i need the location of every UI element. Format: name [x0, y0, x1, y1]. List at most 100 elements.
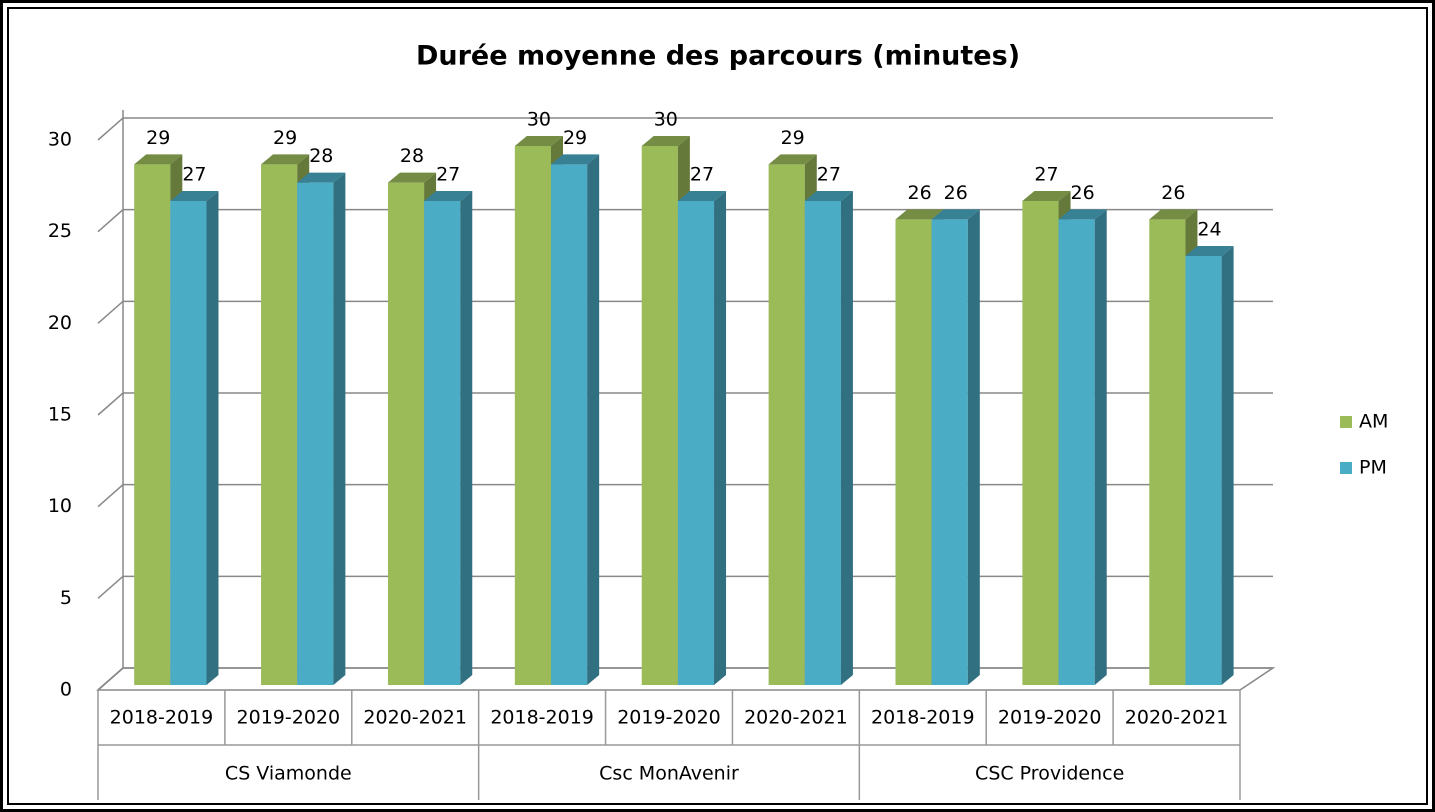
bar-side — [206, 191, 219, 685]
bar-front — [387, 182, 425, 685]
y-tick-label: 5 — [60, 587, 72, 609]
grid-line — [97, 575, 1273, 599]
group-label: CSC Providence — [975, 763, 1124, 785]
bar — [931, 209, 980, 686]
data-label: 24 — [1197, 219, 1221, 241]
bar-front — [1058, 219, 1095, 686]
bar — [804, 191, 853, 685]
grid-line — [97, 667, 1273, 691]
y-tick-label: 0 — [60, 679, 72, 701]
data-label: 29 — [563, 127, 587, 149]
bar-top — [134, 154, 183, 165]
data-label: 29 — [781, 127, 805, 149]
data-label: 28 — [400, 145, 424, 167]
bar — [424, 191, 473, 685]
x-tick-label: 2019-2020 — [617, 707, 721, 729]
bar-front — [1149, 219, 1186, 686]
bar-front — [931, 219, 968, 686]
bar-front — [641, 146, 678, 685]
x-tick-label: 2019-2020 — [998, 707, 1102, 729]
bar-side — [714, 191, 727, 685]
bar-top — [804, 191, 853, 201]
x-tick-label: 2018-2019 — [110, 707, 214, 729]
y-tick-label: 10 — [48, 495, 72, 517]
bar-side — [460, 191, 473, 685]
bar-side — [1221, 246, 1234, 685]
data-label: 29 — [146, 127, 170, 149]
bar-front — [170, 201, 207, 685]
data-label: 29 — [273, 127, 297, 149]
bar-top — [895, 209, 944, 220]
bar-front — [1022, 201, 1059, 685]
bar-side — [333, 172, 346, 685]
bar-top — [514, 136, 563, 146]
legend-label: PM — [1359, 457, 1387, 479]
bar-front — [514, 146, 551, 685]
chart-title: Durée moyenne des parcours (minutes) — [416, 41, 1020, 72]
bar-top — [424, 191, 473, 201]
bar-side — [587, 154, 600, 686]
bar-front — [297, 182, 334, 685]
data-label: 26 — [1071, 182, 1095, 204]
grid-line — [97, 117, 1273, 141]
data-label: 30 — [654, 109, 678, 131]
data-label: 28 — [309, 145, 333, 167]
bar-top — [261, 154, 310, 165]
side-wall — [97, 110, 124, 691]
bar-front — [1185, 256, 1222, 685]
data-label: 26 — [907, 182, 931, 204]
bar — [1058, 209, 1107, 686]
bar-top — [677, 191, 727, 201]
bar-top — [297, 172, 346, 183]
bar-front — [261, 164, 298, 686]
x-tick-label: 2018-2019 — [871, 707, 975, 729]
data-label: 26 — [1161, 182, 1185, 204]
bar-front — [424, 201, 461, 685]
grid-line — [97, 392, 1273, 416]
bar-front — [550, 164, 588, 686]
legend-label: AM — [1359, 411, 1388, 433]
bar — [550, 154, 600, 686]
bar-top — [170, 191, 219, 201]
bar — [1185, 246, 1234, 685]
y-tick-label: 30 — [48, 129, 72, 151]
bar-top — [387, 172, 437, 183]
inner-frame — [7, 7, 1428, 805]
bar-front — [804, 201, 841, 685]
data-label: 27 — [817, 164, 841, 186]
y-tick-label: 20 — [48, 312, 72, 334]
bar-top — [550, 154, 600, 165]
bar-front — [768, 164, 805, 686]
y-tick-label: 25 — [48, 220, 72, 242]
bar-top — [1022, 191, 1071, 201]
bar-side — [967, 209, 980, 686]
bar — [297, 172, 346, 685]
data-label: 30 — [527, 109, 551, 131]
y-tick-label: 15 — [48, 404, 72, 426]
data-label: 26 — [944, 182, 968, 204]
bar-top — [1149, 209, 1198, 220]
bar-front — [895, 219, 932, 686]
x-tick-label: 2020-2021 — [1125, 707, 1229, 729]
data-label: 27 — [1034, 164, 1058, 186]
grid-line — [97, 483, 1273, 508]
data-label: 27 — [436, 164, 460, 186]
bar-top — [1058, 209, 1107, 220]
data-label: 27 — [182, 164, 206, 186]
bar — [170, 191, 219, 685]
legend-swatch — [1340, 462, 1352, 474]
bar-side — [840, 191, 853, 685]
x-tick-label: 2020-2021 — [744, 707, 848, 729]
x-tick-label: 2018-2019 — [490, 707, 594, 729]
bar — [677, 191, 727, 685]
bar-front — [134, 164, 171, 686]
group-label: Csc MonAvenir — [599, 763, 739, 785]
bar-top — [931, 209, 980, 220]
grid-line — [97, 208, 1273, 233]
data-label: 27 — [690, 164, 714, 186]
grid-line — [97, 300, 1273, 324]
bar-front — [677, 201, 715, 685]
x-tick-label: 2019-2020 — [237, 707, 341, 729]
